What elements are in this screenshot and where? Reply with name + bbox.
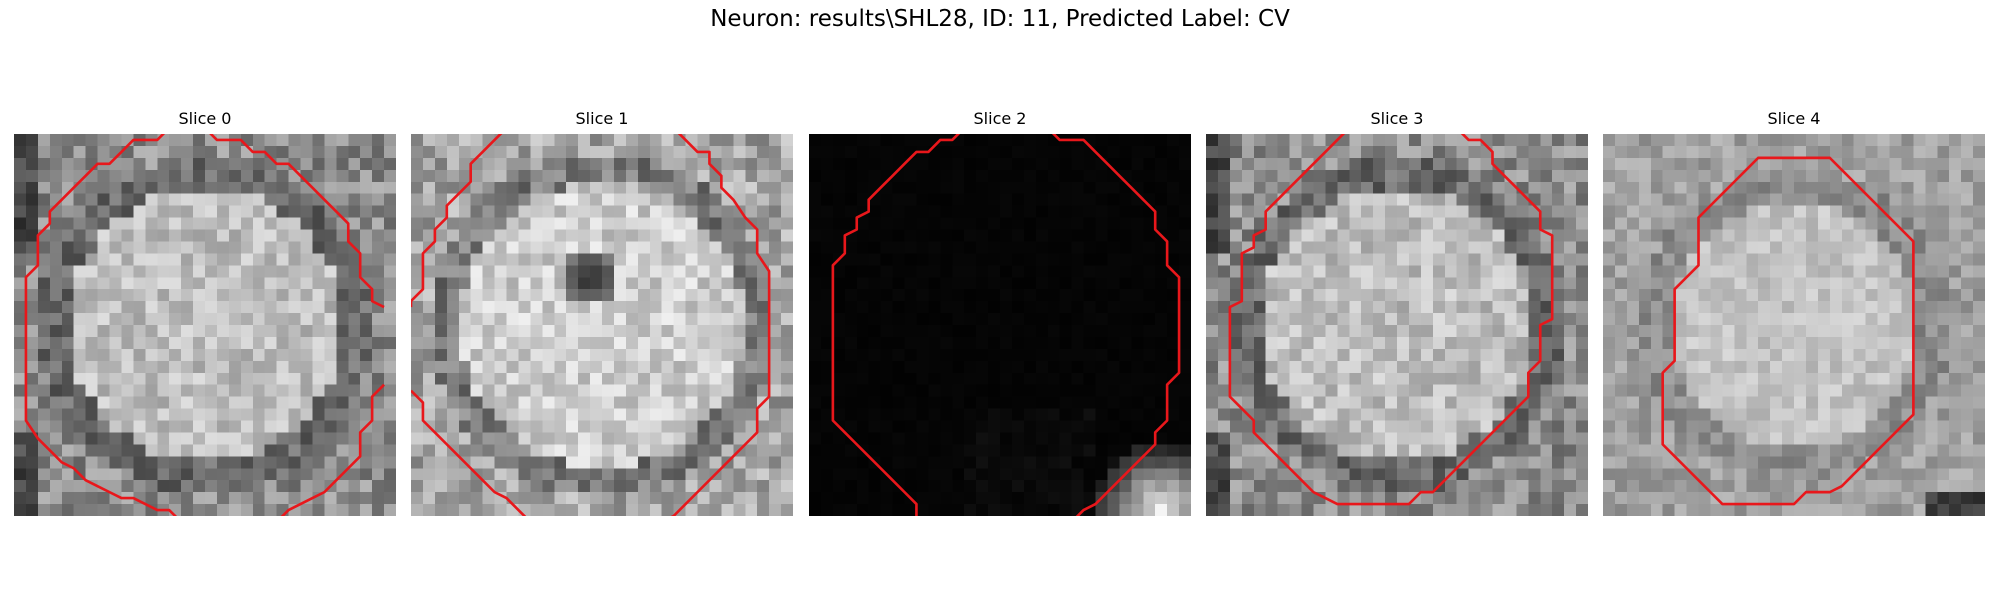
slice-3-image <box>1206 134 1588 516</box>
slice-0-title: Slice 0 <box>178 109 232 128</box>
segmentation-contour <box>1460 134 1554 290</box>
pixel-grid <box>14 134 396 516</box>
segmentation-contour <box>1661 156 1915 506</box>
segmentation-contour <box>411 389 527 516</box>
segmentation-contour <box>1051 134 1181 516</box>
slice-4-title: Slice 4 <box>1767 109 1821 128</box>
segmentation-contour <box>411 134 503 308</box>
pixel-grid <box>809 134 1191 516</box>
segmentation-contour <box>24 134 178 516</box>
slice-1-title: Slice 1 <box>575 109 629 128</box>
slice-2-title: Slice 2 <box>973 109 1027 128</box>
pixel-grid <box>1603 134 1985 516</box>
segmentation-contour <box>1228 134 1554 506</box>
figure-title: Neuron: results\SHL28, ID: 11, Predicted… <box>710 6 1290 32</box>
segmentation-contour <box>831 134 961 516</box>
segmentation-contour <box>280 383 385 516</box>
slice-4-image <box>1603 134 1985 516</box>
slice-2-image <box>809 134 1191 516</box>
segmentation-contour <box>209 134 385 309</box>
segmentation-contour <box>670 134 771 516</box>
pixel-grid <box>411 134 793 516</box>
slice-1-image <box>411 134 793 516</box>
slice-0-image <box>14 134 396 516</box>
pixel-grid <box>1206 134 1588 516</box>
slice-3-title: Slice 3 <box>1370 109 1424 128</box>
